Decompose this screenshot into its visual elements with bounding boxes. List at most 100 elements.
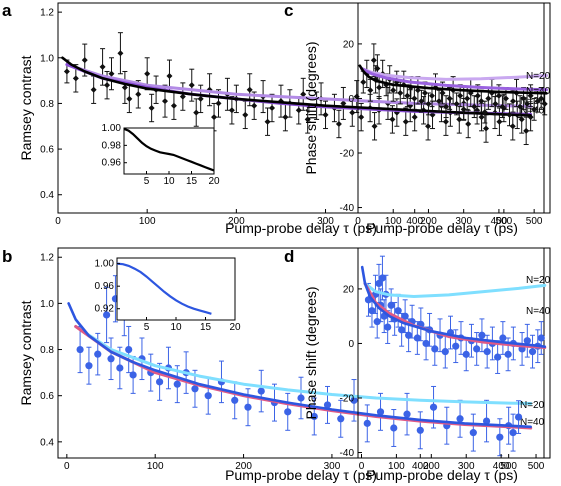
data-point <box>401 312 409 320</box>
inset-curve-line <box>123 127 215 172</box>
data-point <box>456 116 463 123</box>
data-point <box>228 107 235 114</box>
data-point <box>376 408 385 416</box>
inset-frame-b <box>116 257 236 321</box>
panel-label-c: c <box>284 1 293 20</box>
curve-label: N=40 <box>526 86 551 97</box>
data-point <box>469 429 477 437</box>
data-point <box>416 426 424 434</box>
data-point <box>502 95 509 102</box>
curves-c <box>358 64 548 95</box>
inset-y-tick-label: 0.92 <box>95 304 115 315</box>
inset-x-ticks-b: 5 10 15 20 <box>144 317 241 333</box>
data-point <box>173 380 181 388</box>
y-tick-label: 1.0 <box>40 299 54 310</box>
panel-b: b 0 100 200 300 400 500 0.40.60.81.01.2 N=20N… <box>2 247 545 483</box>
data-point <box>191 385 199 393</box>
data-point <box>398 326 406 334</box>
data-point <box>76 345 84 354</box>
inset-curve-a <box>123 127 215 172</box>
curves-d <box>360 265 547 349</box>
y-ticks-b: 0.4 0.6 0.8 1.0 1.2 <box>40 253 62 448</box>
x-tick-label: 200 <box>420 216 437 227</box>
data-point <box>483 348 491 356</box>
data-point <box>376 84 383 91</box>
inset-y-ticks-a: 0.96 0.98 1.00 <box>102 123 127 169</box>
inset-x-tick-label: 20 <box>229 322 241 333</box>
data-point <box>496 118 503 125</box>
data-point <box>121 84 128 91</box>
x-tick-label: 100 <box>388 461 405 472</box>
x-tick-label: 100 <box>147 461 164 472</box>
x-tick-label: 200 <box>423 461 440 472</box>
x-axis-label-c: Pump-probe delay τ (ps) <box>366 220 518 236</box>
data-point <box>439 90 446 96</box>
data-point <box>506 111 513 118</box>
data-point <box>485 95 492 102</box>
data-point <box>411 114 418 121</box>
y-axis-label-c: Phase shift (degrees) <box>303 41 319 174</box>
data-point <box>523 337 531 345</box>
x-tick-label: 400 <box>412 461 429 472</box>
data-point <box>431 345 439 353</box>
data-point <box>231 396 239 404</box>
curve-label: N=40 <box>520 105 545 116</box>
data-point <box>510 98 517 105</box>
data-point <box>464 95 471 102</box>
inset-curve-b <box>116 262 212 315</box>
data-point <box>251 102 258 109</box>
data-point <box>374 65 381 72</box>
data-point <box>537 334 545 342</box>
x-tick-label: 300 <box>455 216 472 227</box>
data-point <box>85 362 93 370</box>
inset-y-tick-label: 1.00 <box>102 123 122 134</box>
x-tick-label: 500 <box>528 461 545 472</box>
data-point <box>323 401 332 409</box>
data-point <box>204 392 212 400</box>
data-point <box>474 92 481 99</box>
fit-curve <box>358 64 548 95</box>
data-point <box>520 95 527 102</box>
data-point <box>509 429 517 437</box>
data-point <box>397 90 404 96</box>
data-point <box>414 87 421 94</box>
data-point <box>363 419 371 427</box>
x-axis-label-a: Pump-probe delay τ (ps) <box>225 220 377 236</box>
data-point <box>514 413 523 421</box>
data-point <box>349 109 356 116</box>
inset-x-tick-label: 15 <box>200 322 212 333</box>
data-point <box>457 92 464 99</box>
y-axis-label-b: Ramsey contrast <box>18 300 34 405</box>
data-point <box>63 68 70 75</box>
data-point <box>494 353 502 361</box>
curve-labels-a: N=20N=40 <box>520 96 545 116</box>
data-point <box>188 82 195 89</box>
inset-frame-a <box>123 127 215 175</box>
data-point <box>390 87 397 94</box>
y-ticks-a: 0.4 0.6 0.8 1.0 1.2 <box>40 8 62 201</box>
x-tick-label: 300 <box>458 461 475 472</box>
data-point <box>387 301 395 309</box>
y-tick-label: 1.2 <box>40 253 54 264</box>
curve-label: N=20 <box>520 96 545 107</box>
data-point <box>107 355 115 363</box>
data-point <box>504 350 512 358</box>
y-axis-label-a: Ramsey contrast <box>18 55 34 160</box>
inset-x-tick-label: 15 <box>186 176 198 187</box>
data-point <box>442 118 449 125</box>
data-point <box>456 415 464 423</box>
data-point <box>358 114 365 121</box>
curve-label: N=40 <box>520 417 545 428</box>
data-point <box>404 92 411 99</box>
data-point <box>368 307 376 315</box>
data-point <box>389 116 396 123</box>
data-point <box>126 95 133 102</box>
x-axis-label-b: Pump-probe delay τ (ps) <box>225 467 377 483</box>
y-tick-label: 1.0 <box>40 53 54 64</box>
data-point <box>523 127 530 134</box>
data-point <box>371 123 378 130</box>
data-point <box>215 100 222 107</box>
data-point <box>517 103 524 110</box>
